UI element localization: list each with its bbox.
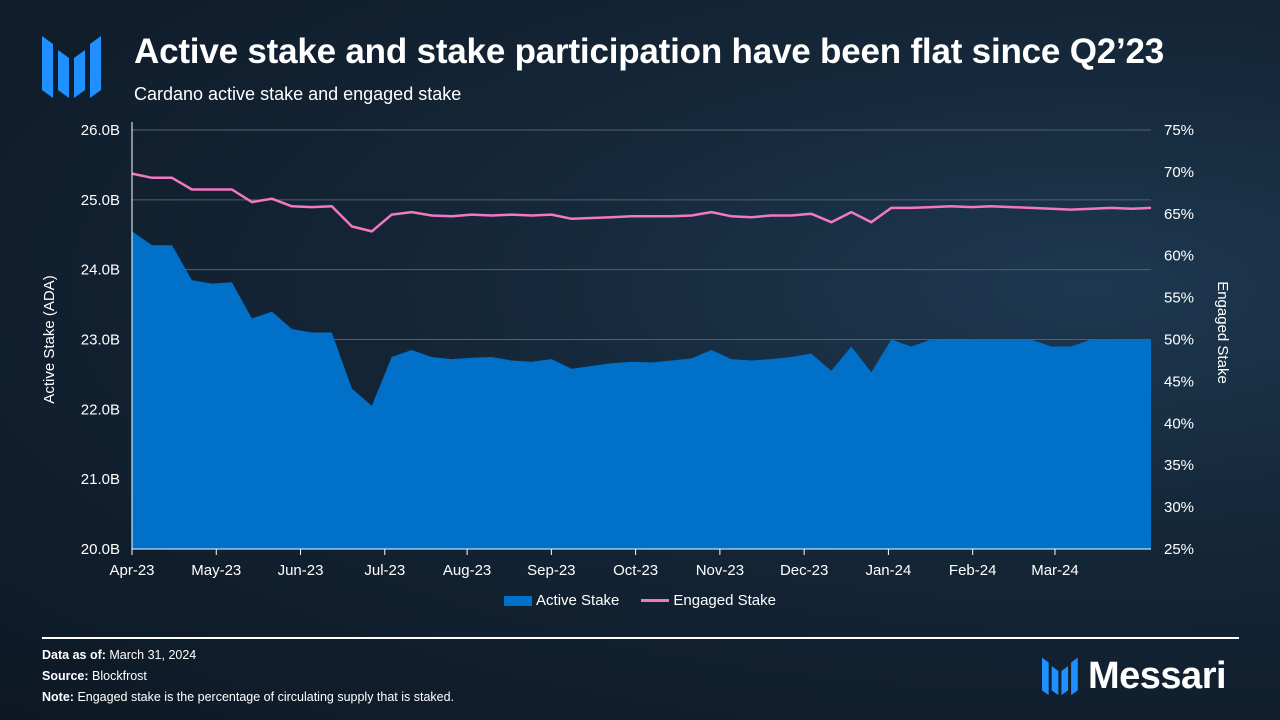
legend-label: Engaged Stake — [673, 592, 776, 609]
x-tick-label: Apr-23 — [109, 562, 154, 579]
x-tick-label: Jul-23 — [364, 562, 405, 579]
x-tick-label: Feb-24 — [949, 562, 997, 579]
y2-tick-label: 40% — [1164, 415, 1194, 432]
data-as-of-label: Data as of: — [42, 648, 106, 662]
x-tick-label: Sep-23 — [527, 562, 575, 579]
messari-logo-icon — [42, 36, 101, 98]
y2-tick-label: 30% — [1164, 499, 1194, 516]
source-label: Source: — [42, 669, 89, 683]
y2-tick-label: 45% — [1164, 373, 1194, 390]
source-value: Blockfrost — [92, 669, 147, 683]
active-stake-swatch — [504, 595, 533, 606]
y2-tick-label: 60% — [1164, 248, 1194, 265]
x-tick-label: Aug-23 — [443, 562, 491, 579]
y-tick-label: 20.0B — [81, 541, 120, 558]
x-tick-label: Jan-24 — [865, 562, 911, 579]
line-layer — [131, 172, 1152, 233]
y2-tick-label: 70% — [1164, 164, 1194, 181]
y-tick-label: 25.0B — [81, 192, 120, 209]
y2-tick-label: 65% — [1164, 206, 1194, 223]
area-layer — [132, 231, 1151, 550]
legend-label: Active Stake — [536, 592, 620, 609]
x-tick-label: Mar-24 — [1031, 562, 1079, 579]
brand-name: Messari — [1088, 655, 1227, 697]
note-value: Engaged stake is the percentage of circu… — [77, 690, 455, 704]
page-title: Active stake and stake participation hav… — [134, 32, 1165, 71]
chart-subtitle: Cardano active stake and engaged stake — [134, 84, 462, 104]
note-label: Note: — [42, 690, 74, 704]
y2-tick-label: 50% — [1164, 332, 1194, 349]
y-tick-label: 26.0B — [81, 122, 120, 139]
y2-tick-label: 25% — [1164, 541, 1194, 558]
y-tick-label: 22.0B — [81, 401, 120, 418]
footer-data-as-of: Data as of: March 31, 2024 — [42, 648, 196, 662]
x-tick-label: Dec-23 — [780, 562, 828, 579]
engaged-stake-line — [131, 172, 1152, 233]
engaged-stake-swatch — [641, 599, 670, 602]
y2-tick-label: 35% — [1164, 457, 1194, 474]
x-tick-label: May-23 — [191, 562, 241, 579]
y2-axis-title: Engaged Stake — [1214, 281, 1231, 384]
x-tick-label: Oct-23 — [613, 562, 658, 579]
y-tick-label: 21.0B — [81, 471, 120, 488]
footer-divider — [42, 637, 1239, 639]
active-stake-area — [132, 231, 1151, 550]
legend: Active Stake Engaged Stake — [0, 592, 1280, 609]
label-layer: 20.0B 21.0B 22.0B 23.0B 24.0B 25.0B 26.0B 25% 30… — [41, 122, 1231, 579]
y-axis-title: Active Stake (ADA) — [41, 275, 58, 403]
x-tick-label: Jun-23 — [278, 562, 324, 579]
footer-note: Note: Engaged stake is the percentage of… — [42, 690, 454, 704]
legend-item-active-stake[interactable]: Active Stake — [504, 592, 619, 609]
axis-layer — [131, 122, 1151, 555]
legend-item-engaged-stake[interactable]: Engaged Stake — [641, 592, 776, 609]
brand-logo: Messari — [1042, 655, 1227, 698]
y2-tick-label: 75% — [1164, 122, 1194, 139]
brand-mark-icon — [1042, 657, 1078, 695]
x-tick-label: Nov-23 — [696, 562, 744, 579]
y2-tick-label: 55% — [1164, 290, 1194, 307]
data-as-of-value: March 31, 2024 — [109, 648, 197, 662]
footer-source: Source: Blockfrost — [42, 669, 147, 683]
y-tick-label: 23.0B — [81, 332, 120, 349]
y-tick-label: 24.0B — [81, 262, 120, 279]
